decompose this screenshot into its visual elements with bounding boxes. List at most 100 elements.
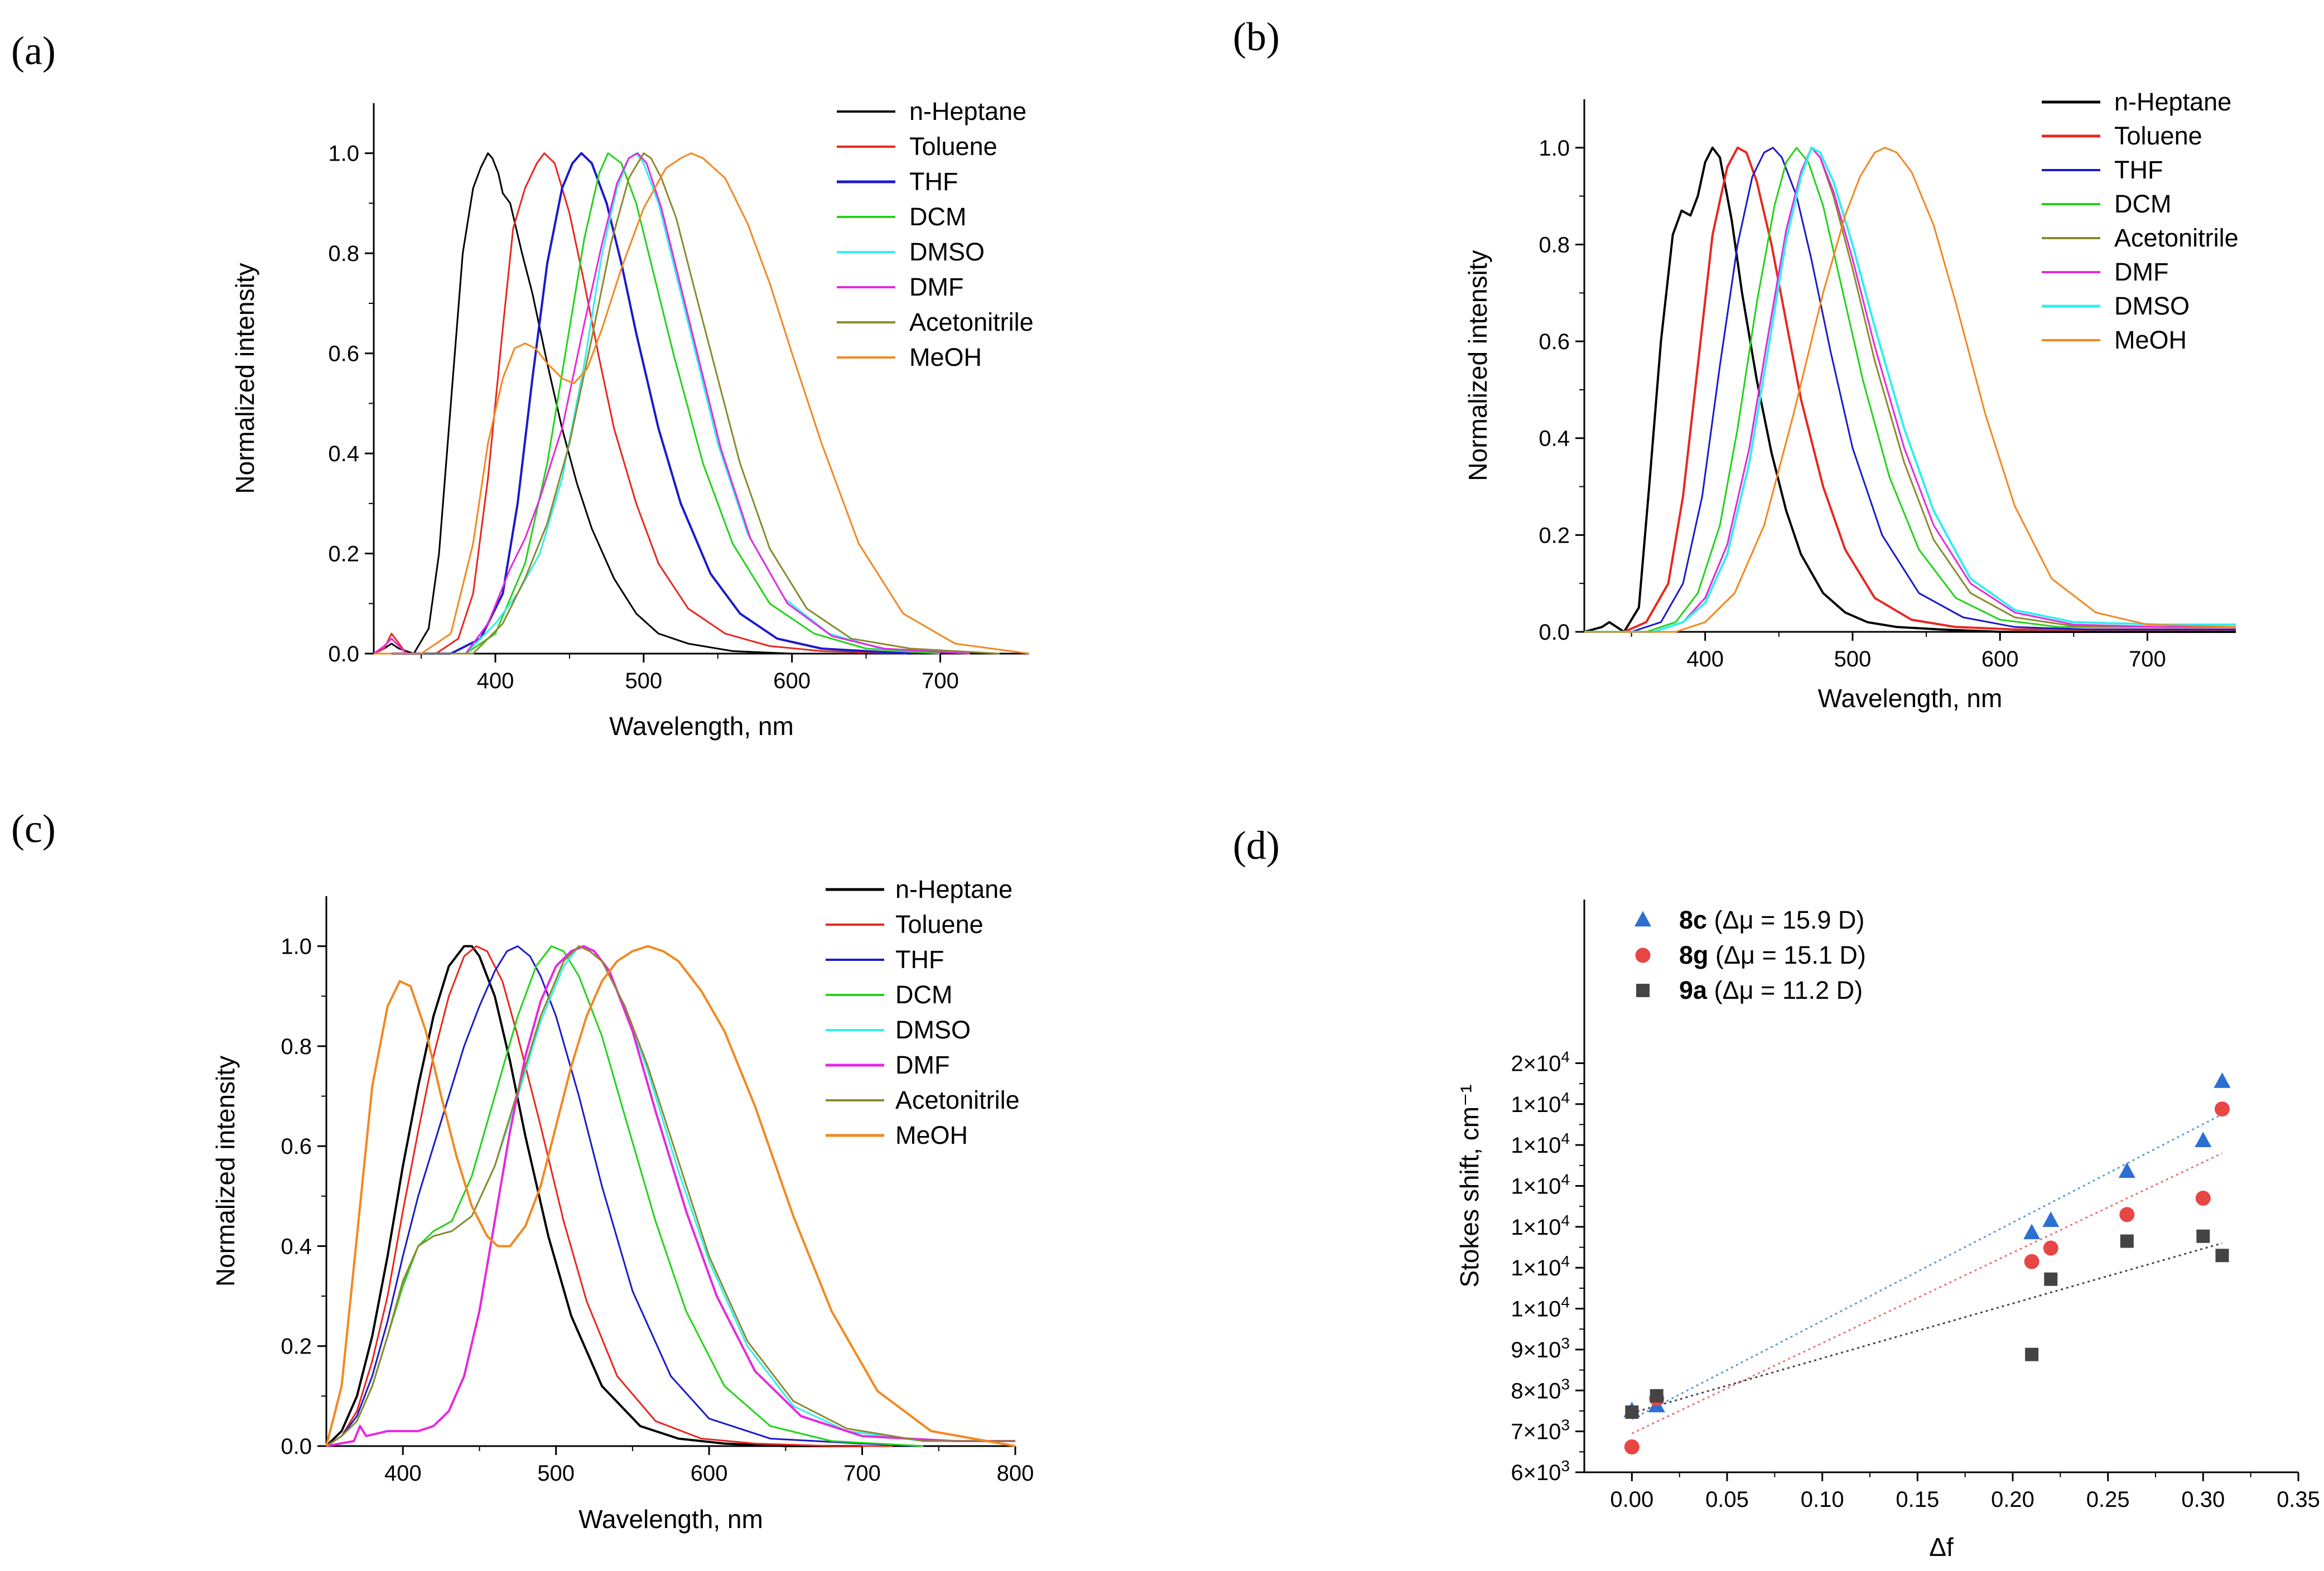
y-tick-label: 9×103 (1511, 1335, 1570, 1362)
series-line-meoh (374, 152, 1030, 655)
legend-label: 8g (Δμ = 15.1 D) (1679, 941, 1866, 969)
series-line-toluene (326, 945, 893, 1447)
legend-label: DMF (2114, 258, 2168, 286)
x-tick-label: 500 (625, 669, 662, 693)
data-point-8c (2214, 1072, 2231, 1088)
legend-label: MeOH (895, 1121, 968, 1149)
x-tick-label: 400 (384, 1461, 422, 1486)
y-tick-exponent: 4 (1561, 1253, 1570, 1270)
y-tick-label: 1×104 (1511, 1253, 1570, 1280)
data-point-9a (2215, 1249, 2229, 1263)
series-line-toluene (1584, 146, 2236, 633)
y-tick-mantissa: 1×10 (1511, 1133, 1561, 1158)
y-axis-label: Normalized intensity (230, 263, 259, 494)
legend-series-name: 9a (1679, 976, 1708, 1004)
y-tick-label: 1×104 (1511, 1130, 1570, 1158)
series-line-dcm (1584, 147, 2236, 633)
legend-label: DCM (895, 980, 952, 1009)
legend-label: DMF (895, 1051, 949, 1079)
data-point-9a (1625, 1405, 1639, 1419)
y-tick-mantissa: 1×10 (1511, 1093, 1561, 1117)
fit-line-8c (1631, 1113, 2223, 1420)
x-tick-label: 700 (843, 1461, 881, 1486)
x-tick-label: 700 (922, 669, 959, 693)
panel-c: (c) 400 500 600 700 800 0.0 0.2 0.4 0.6 0.8 1.0 Wave… (11, 806, 1034, 1534)
y-tick-label: 1.0 (281, 935, 312, 959)
y-tick-label: 7×103 (1511, 1417, 1570, 1444)
y-tick-exponent: 4 (1561, 1048, 1570, 1065)
x-tick-label: 700 (2129, 647, 2166, 671)
x-axis-label: Wavelength, nm (1818, 684, 2003, 713)
data-point-8c (2195, 1132, 2212, 1148)
x-tick-label: 600 (1981, 647, 2019, 671)
legend-label: 8c (Δμ = 15.9 D) (1679, 906, 1864, 934)
legend-label: DMSO (2114, 292, 2190, 320)
legend-label: Toluene (895, 910, 983, 939)
series-line-acetonitrile (391, 152, 1000, 655)
y-tick-mantissa: 8×10 (1511, 1379, 1561, 1403)
y-tick-exponent: 4 (1561, 1089, 1570, 1106)
data-point-8g (2195, 1191, 2211, 1206)
y-tick-mantissa: 1×10 (1511, 1297, 1561, 1322)
y-tick-exponent: 3 (1561, 1335, 1570, 1352)
y-tick-label: 0.8 (328, 241, 359, 266)
y-tick-label: 0.2 (1539, 523, 1570, 548)
data-point-8g (2214, 1101, 2230, 1117)
legend-marker (1634, 911, 1651, 927)
series-line-n-heptane (325, 945, 862, 1447)
legend-label: DMSO (895, 1016, 971, 1044)
legend-series-detail: (Δμ = 11.2 D) (1707, 976, 1863, 1004)
legend-label: THF (909, 167, 958, 196)
y-tick-label: 1.0 (1539, 136, 1570, 161)
y-tick-mantissa: 2×10 (1511, 1051, 1561, 1076)
x-tick-label: 0.30 (2181, 1487, 2225, 1512)
data-point-8c (2118, 1162, 2135, 1178)
x-axis-label: Wavelength, nm (609, 712, 794, 741)
data-point-8g (2024, 1254, 2039, 1269)
y-tick-label: 0.2 (281, 1335, 312, 1359)
y-tick-mantissa: 6×10 (1511, 1461, 1561, 1485)
legend-label: Acetonitrile (895, 1086, 1020, 1114)
legend-series-detail: (Δμ = 15.1 D) (1709, 941, 1866, 969)
x-tick-label: 600 (691, 1461, 728, 1486)
series-line-meoh (325, 945, 1016, 1447)
data-point-9a (2120, 1234, 2134, 1248)
x-axis-label: Δf (1929, 1533, 1954, 1562)
data-point-9a (2044, 1272, 2058, 1286)
y-tick-label: 0.6 (328, 342, 359, 366)
y-tick-label: 1×104 (1511, 1294, 1570, 1322)
y-tick-label: 1×104 (1511, 1171, 1570, 1199)
legend-label: MeOH (909, 343, 982, 371)
legend-label: Acetonitrile (909, 308, 1034, 336)
y-tick-label: 0.0 (328, 642, 359, 666)
x-tick-label: 0.20 (1991, 1487, 2034, 1512)
y-tick-label: 0.0 (281, 1434, 312, 1459)
data-point-9a (2025, 1347, 2039, 1361)
series-line-dmf (326, 945, 1015, 1447)
y-tick-mantissa: 1×10 (1511, 1174, 1561, 1199)
x-tick-label: 0.15 (1896, 1487, 1939, 1512)
data-point-8c (2023, 1224, 2041, 1240)
y-tick-label: 0.6 (281, 1134, 312, 1159)
y-tick-label: 0.4 (281, 1234, 312, 1259)
y-tick-mantissa: 7×10 (1511, 1420, 1561, 1444)
data-point-8g (2119, 1207, 2135, 1222)
legend-label: THF (895, 945, 944, 974)
x-tick-label: 800 (997, 1461, 1034, 1486)
y-tick-mantissa: 1×10 (1511, 1256, 1561, 1280)
x-tick-label: 0.00 (1610, 1487, 1653, 1512)
panel-label: (a) (11, 28, 56, 73)
panel-a: (a) 400 500 600 700 0.0 0.2 0.4 0.6 0.8 1.0 Wavelen… (11, 28, 1034, 741)
legend-label: THF (2114, 156, 2163, 184)
y-tick-exponent: 4 (1561, 1130, 1570, 1147)
legend-label: MeOH (2114, 326, 2187, 354)
legend-series-detail: (Δμ = 15.9 D) (1707, 906, 1864, 934)
x-tick-label: 0.10 (1801, 1487, 1844, 1512)
legend-label: 9a (Δμ = 11.2 D) (1679, 976, 1863, 1004)
legend-series-name: 8c (1679, 906, 1707, 934)
legend-series-name: 8g (1679, 941, 1709, 969)
series-line-dmso (1584, 146, 2236, 633)
y-tick-exponent: 4 (1561, 1212, 1570, 1229)
legend-label: Acetonitrile (2114, 224, 2239, 252)
series-line-n-heptane (1584, 146, 2236, 633)
